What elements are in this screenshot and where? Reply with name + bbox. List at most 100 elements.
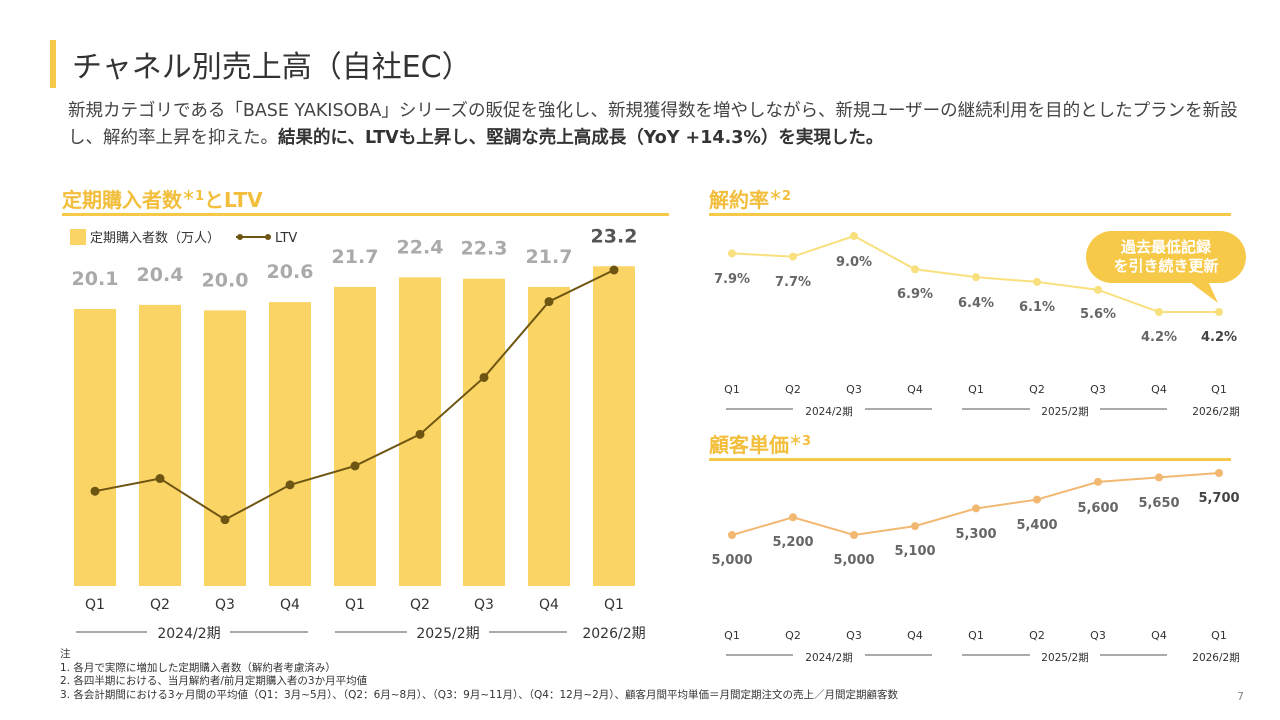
churn-point bbox=[972, 273, 980, 282]
price-x-tick: Q1 bbox=[968, 629, 984, 642]
subscribers-x-tick: Q1 bbox=[604, 597, 624, 613]
price-value-label: 5,700 bbox=[1198, 491, 1239, 506]
price-x-tick: Q1 bbox=[724, 629, 740, 642]
price-x-tick: Q1 bbox=[1211, 629, 1227, 642]
price-point bbox=[1094, 477, 1102, 486]
subscriber-bar bbox=[204, 310, 246, 586]
ltv-point bbox=[479, 372, 489, 382]
churn-title-note: ＊2 bbox=[769, 189, 792, 204]
subscriber-value-label: 22.4 bbox=[397, 236, 444, 258]
price-value-label: 5,200 bbox=[772, 535, 813, 550]
price-x-tick: Q4 bbox=[907, 629, 923, 642]
subscribers-section-line bbox=[62, 213, 669, 216]
churn-value-label: 6.4% bbox=[958, 296, 994, 311]
subscriber-value-label: 20.1 bbox=[72, 268, 119, 290]
churn-value-label: 7.9% bbox=[714, 272, 750, 287]
price-value-label: 5,100 bbox=[894, 544, 935, 559]
record-callout-bubble bbox=[1086, 231, 1246, 283]
price-period-label: 2025/2期 bbox=[1041, 652, 1088, 664]
price-point bbox=[911, 522, 919, 531]
price-point bbox=[789, 513, 797, 522]
churn-value-label: 5.6% bbox=[1080, 307, 1116, 322]
subscriber-bar bbox=[463, 278, 505, 586]
ltv-point bbox=[350, 461, 360, 471]
churn-x-tick: Q2 bbox=[1029, 383, 1045, 396]
price-point bbox=[1033, 495, 1041, 504]
price-x-tick: Q3 bbox=[1090, 629, 1106, 642]
churn-value-label: 9.0% bbox=[836, 255, 872, 270]
subscribers-section-title: 定期購入者数＊1とLTV bbox=[62, 184, 263, 213]
ltv-point bbox=[415, 429, 425, 439]
price-value-label: 5,300 bbox=[955, 527, 996, 542]
subscribers-title-text: 定期購入者数 bbox=[62, 188, 182, 212]
subscribers-x-tick: Q3 bbox=[215, 597, 235, 613]
ltv-point bbox=[155, 474, 165, 484]
churn-period-label: 2025/2期 bbox=[1041, 406, 1088, 418]
churn-section-line bbox=[709, 213, 1231, 216]
intro-plain: 新規カテゴリである「BASE YAKISOBA」シリーズの販促を強化し、新規獲得… bbox=[68, 101, 1238, 148]
churn-point bbox=[1094, 285, 1102, 294]
subscribers-period-label: 2026/2期 bbox=[582, 626, 645, 642]
subscribers-x-tick: Q1 bbox=[345, 597, 365, 613]
price-x-tick: Q3 bbox=[846, 629, 862, 642]
price-title-note: ＊3 bbox=[789, 434, 812, 449]
ltv-point bbox=[285, 480, 295, 490]
subscribers-x-tick: Q4 bbox=[539, 597, 559, 613]
churn-point bbox=[728, 249, 736, 258]
churn-x-tick: Q3 bbox=[1090, 383, 1106, 396]
churn-x-tick: Q4 bbox=[1151, 383, 1167, 396]
price-section-line bbox=[709, 458, 1231, 461]
price-point bbox=[728, 531, 736, 539]
subscriber-bar bbox=[334, 286, 376, 586]
churn-value-label: 4.2% bbox=[1141, 330, 1177, 345]
churn-point bbox=[911, 265, 919, 274]
intro-text: 新規カテゴリである「BASE YAKISOBA」シリーズの販促を強化し、新規獲得… bbox=[68, 98, 1238, 152]
title-accent-bar bbox=[50, 40, 56, 88]
legend-bar-label: 定期購入者数（万人） bbox=[90, 231, 220, 246]
churn-x-tick: Q2 bbox=[785, 383, 801, 396]
price-value-label: 5,000 bbox=[711, 553, 752, 568]
churn-point bbox=[1215, 308, 1223, 316]
subscribers-title-suffix: とLTV bbox=[204, 188, 263, 212]
price-x-tick: Q2 bbox=[1029, 629, 1045, 642]
subscriber-value-label: 20.0 bbox=[202, 269, 249, 291]
price-value-label: 5,600 bbox=[1077, 501, 1118, 516]
page-number: 7 bbox=[1237, 690, 1244, 703]
churn-point bbox=[1033, 277, 1041, 286]
subscribers-title-note: ＊1 bbox=[182, 189, 205, 204]
churn-x-tick: Q1 bbox=[1211, 383, 1227, 396]
subscriber-bar bbox=[593, 266, 635, 586]
subscriber-value-label: 21.7 bbox=[332, 246, 379, 268]
churn-x-tick: Q4 bbox=[907, 383, 923, 396]
subscribers-x-tick: Q2 bbox=[150, 597, 170, 613]
subscriber-bar bbox=[269, 302, 311, 586]
footnote-2: 2. 各四半期における、当月解約者/前月定期購入者の3か月平均値 bbox=[60, 675, 368, 687]
churn-title-text: 解約率 bbox=[709, 188, 769, 212]
price-title-text: 顧客単価 bbox=[709, 433, 789, 457]
churn-point bbox=[1155, 308, 1163, 316]
legend-ltv-label: LTV bbox=[275, 231, 297, 246]
price-period-label: 2026/2期 bbox=[1192, 652, 1239, 664]
price-value-label: 5,000 bbox=[833, 553, 874, 568]
subscriber-value-label: 23.2 bbox=[591, 225, 638, 247]
price-point bbox=[972, 504, 980, 513]
churn-point bbox=[850, 232, 858, 240]
intro-bold: 結果的に、LTVも上昇し、堅調な売上高成長（YoY +14.3%）を実現した。 bbox=[278, 128, 884, 148]
churn-value-label: 6.9% bbox=[897, 287, 933, 302]
legend-ltv-marker bbox=[265, 234, 271, 240]
subscribers-x-tick: Q1 bbox=[85, 597, 105, 613]
price-point bbox=[850, 531, 858, 539]
churn-x-tick: Q1 bbox=[968, 383, 984, 396]
subscribers-period-label: 2024/2期 bbox=[157, 626, 220, 642]
subscribers-x-tick: Q2 bbox=[410, 597, 430, 613]
footnote-3: 3. 各会計期間における3ヶ月間の平均値（Q1：3月~5月）、（Q2：6月~8月… bbox=[60, 688, 899, 701]
record-callout-line1: 過去最低記録 bbox=[1120, 238, 1212, 256]
subscribers-period-label: 2025/2期 bbox=[416, 626, 479, 642]
price-x-tick: Q4 bbox=[1151, 629, 1167, 642]
price-value-label: 5,400 bbox=[1016, 518, 1057, 533]
footnote-heading: 注 bbox=[60, 648, 71, 660]
record-callout-pointer bbox=[1186, 277, 1218, 303]
legend-bar-swatch bbox=[70, 229, 86, 245]
subscriber-value-label: 21.7 bbox=[526, 246, 573, 268]
